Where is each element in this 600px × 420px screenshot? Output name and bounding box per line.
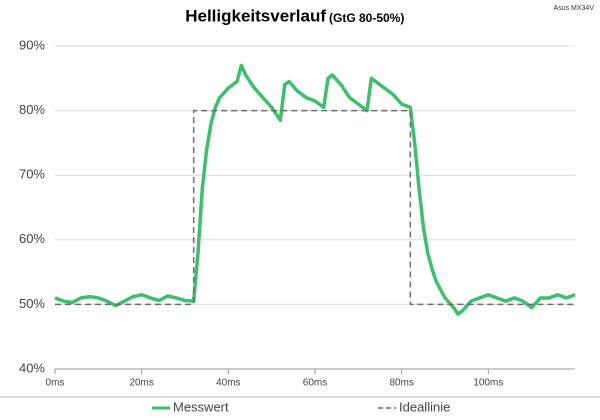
y-tick-label: 60% [19, 231, 45, 246]
y-tick-label: 50% [19, 296, 45, 311]
y-tick-label: 40% [19, 360, 45, 375]
x-tick-label: 100ms [473, 378, 503, 389]
legend-label: Messwert [173, 399, 229, 414]
series-line [54, 63, 576, 316]
legend-label: Ideallinie [399, 399, 450, 414]
x-tick-label: 40ms [216, 378, 240, 389]
y-tick-label: 80% [19, 102, 45, 117]
chart-title: Helligkeitsverlauf [185, 6, 326, 25]
x-tick-label: 60ms [303, 378, 327, 389]
chart-subtitle: (GtG 80-50%) [329, 11, 404, 25]
y-tick-label: 90% [19, 37, 45, 52]
series-line [55, 109, 575, 306]
x-tick-label: 0ms [46, 378, 65, 389]
y-tick-label: 70% [19, 167, 45, 182]
x-tick-label: 80ms [389, 378, 413, 389]
annotation: Asus MX34V [554, 5, 595, 12]
x-tick-label: 20ms [129, 378, 153, 389]
